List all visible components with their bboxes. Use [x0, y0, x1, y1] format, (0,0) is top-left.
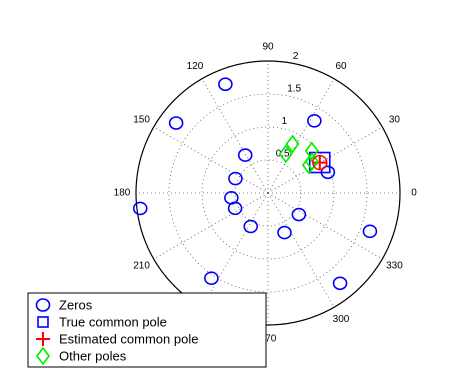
legend-swatch-3: [36, 346, 50, 366]
legend-swatch-2: [36, 332, 50, 346]
marker-circle-0-14: [332, 276, 348, 291]
legend-box: [27, 292, 267, 368]
marker-circle-0-8: [227, 201, 243, 216]
marker-circle-0-9: [243, 219, 259, 234]
legend-swatch-1: [37, 316, 49, 328]
marker-square-1-0: [308, 151, 331, 174]
radial-tick-label-2: 1.5: [287, 84, 301, 95]
grid-ring-2: [168, 93, 368, 293]
legend-label-2: Estimated common pole: [59, 332, 198, 347]
marker-diamond-3-2: [278, 144, 293, 164]
legend: Zeros True common pole Estimated common po…: [27, 292, 267, 368]
angle-tick-label-2: 60: [335, 61, 347, 72]
radial-tick-label-3: 2: [293, 51, 299, 62]
marker-circle-0-12: [362, 224, 378, 239]
marker-diamond-3-0: [304, 141, 319, 161]
radial-tick-label-0: 0.5: [276, 149, 290, 160]
angle-tick-label-7: 210: [133, 261, 150, 272]
grid-spoke-4: [201, 78, 269, 194]
legend-label-1: True common pole: [59, 315, 167, 330]
grid-spoke-2: [267, 78, 335, 194]
marker-diamond-3-4: [305, 152, 320, 171]
grid-spoke-5: [153, 126, 269, 194]
polar-grid: [135, 60, 401, 326]
marker-circle-0-5: [228, 171, 243, 186]
data-markers: [132, 77, 378, 291]
marker-circle-0-10: [277, 225, 292, 240]
marker-circle-0-2: [307, 113, 322, 128]
marker-circle-0-1: [168, 116, 184, 130]
angle-tick-label-10: 300: [333, 314, 350, 325]
marker-circle-0-13: [204, 271, 219, 286]
marker-diamond-3-1: [285, 134, 300, 154]
radial-tick-label-1: 1: [281, 116, 287, 127]
marker-circle-0-6: [132, 201, 148, 216]
marker-circle-0-0: [218, 77, 233, 92]
angle-tick-label-4: 120: [187, 61, 204, 72]
outer-ring: [135, 60, 401, 326]
angle-tick-label-5: 150: [133, 115, 150, 126]
angle-tick-label-0: 0: [411, 188, 417, 199]
marker-circle-0-11: [291, 207, 307, 222]
angle-tick-label-11: 330: [386, 261, 403, 272]
angle-tick-label-6: 180: [114, 188, 131, 199]
angle-tick-label-1: 30: [389, 115, 401, 126]
marker-circle-0-4: [237, 148, 253, 162]
angle-tick-label-9: 270: [260, 334, 277, 345]
legend-label-0: Zeros: [59, 298, 93, 313]
grid-spoke-8: [201, 192, 269, 308]
grid-ring-1: [201, 126, 335, 260]
marker-estimated-ring-0: [312, 154, 328, 171]
marker-plus-2-0: [312, 155, 327, 170]
angle-tick-label-3: 90: [262, 42, 274, 53]
legend-label-3: Other poles: [59, 349, 127, 364]
legend-swatch-0: [35, 298, 51, 312]
